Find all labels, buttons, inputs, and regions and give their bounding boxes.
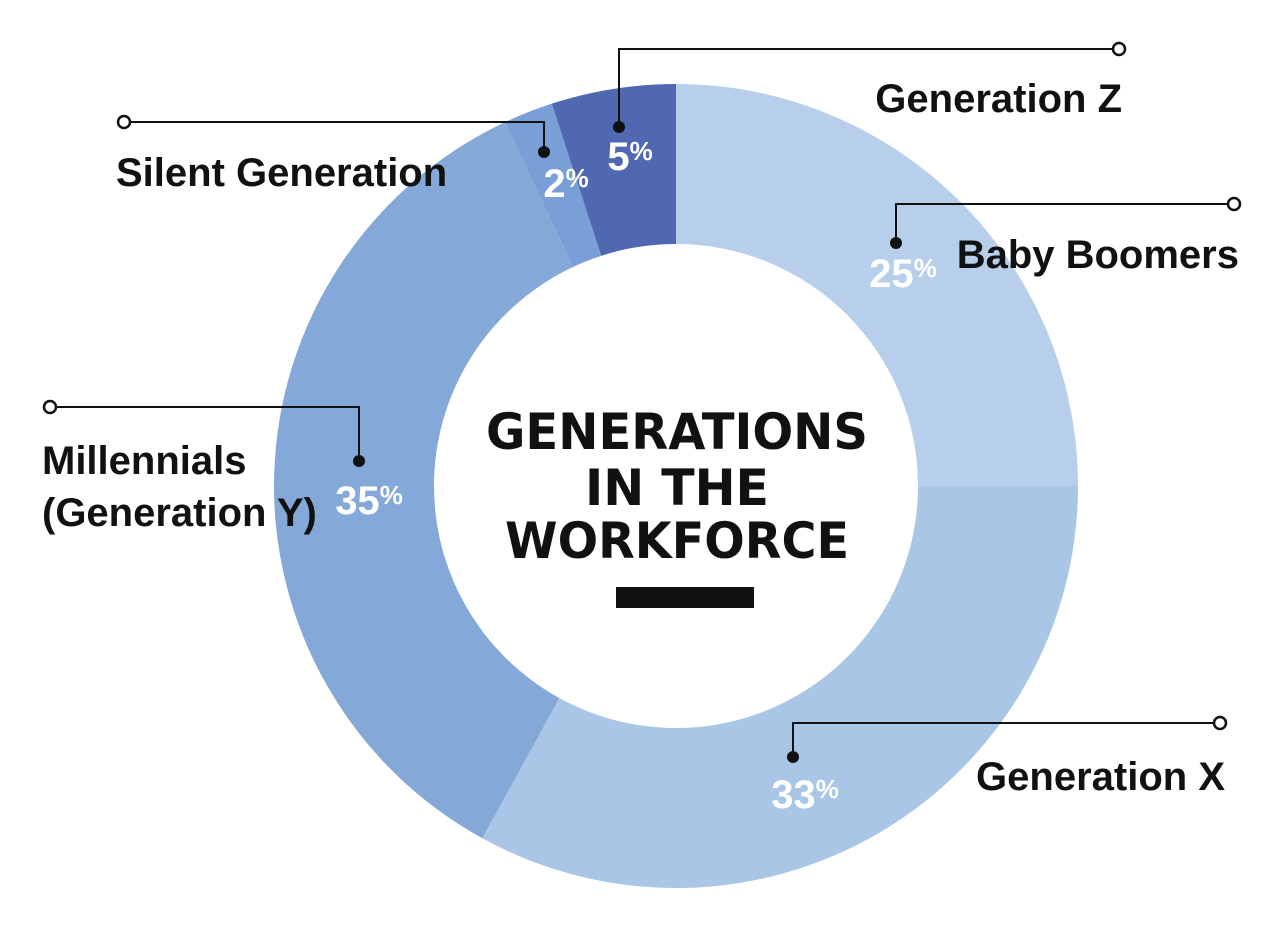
- leader-line-generation-x: [792, 722, 1213, 757]
- leader-dot-baby-boomers: [890, 237, 902, 249]
- leader-end-silent-generation: [116, 114, 132, 130]
- slice-generation-x: [482, 486, 1078, 888]
- slice-baby-boomers: [676, 84, 1078, 486]
- title-line-3: WORKFORCE: [505, 512, 849, 570]
- chart-title: GENERATIONS IN THE WORKFORCE: [486, 403, 868, 608]
- leader-end-baby-boomers: [1226, 196, 1242, 212]
- leader-end-millennials-generation-y: [42, 399, 58, 415]
- leader-dot-millennials-generation-y: [353, 455, 365, 467]
- leader-end-generation-z: [1111, 41, 1127, 57]
- category-label-baby-boomers: Baby Boomers: [957, 233, 1239, 277]
- leader-line-millennials-generation-y: [57, 406, 360, 461]
- leader-dot-silent-generation: [538, 146, 550, 158]
- leader-line-baby-boomers: [895, 203, 1227, 243]
- leader-dot-generation-z: [613, 121, 625, 133]
- title-line-1: GENERATIONS: [486, 403, 868, 461]
- title-underline-bar: [616, 587, 754, 608]
- category-label-millennials-generation-y: Millennials (Generation Y): [42, 439, 317, 535]
- category-label-generation-z: Generation Z: [875, 77, 1122, 121]
- slice-generation-z: [551, 84, 676, 256]
- title-line-2: IN THE: [585, 459, 769, 517]
- category-label-generation-x: Generation X: [976, 755, 1225, 799]
- leader-dot-generation-x: [787, 751, 799, 763]
- category-label-silent-generation: Silent Generation: [116, 151, 447, 195]
- leader-end-generation-x: [1212, 715, 1228, 731]
- slice-millennials-generation-y: [274, 122, 573, 839]
- leader-line-silent-generation: [131, 121, 545, 152]
- slice-silent-generation: [504, 103, 602, 268]
- leader-line-generation-z: [618, 48, 1112, 127]
